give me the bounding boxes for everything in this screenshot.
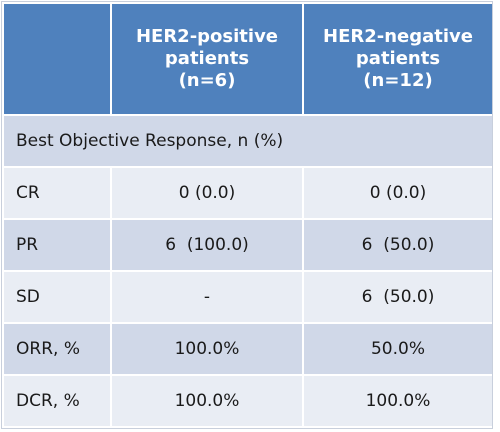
row-label: CR bbox=[2, 166, 112, 220]
row-label: SD bbox=[2, 270, 112, 324]
header-her2-positive-line3: (n=6) bbox=[178, 70, 236, 91]
cell-her2-positive: 100.0% bbox=[110, 322, 304, 376]
table-row-dcr: DCR, % 100.0% 100.0% bbox=[2, 374, 494, 428]
table-row-pr: PR 6 (100.0) 6 (50.0) bbox=[2, 218, 494, 272]
cell-her2-positive: 6 (100.0) bbox=[110, 218, 304, 272]
header-blank-cell bbox=[2, 2, 112, 116]
header-row: HER2-positive patients (n=6) HER2-negati… bbox=[2, 2, 494, 116]
section-row: Best Objective Response, n (%) bbox=[2, 114, 494, 168]
cell-her2-negative: 6 (50.0) bbox=[302, 270, 494, 324]
row-label: PR bbox=[2, 218, 112, 272]
cell-her2-negative: 6 (50.0) bbox=[302, 218, 494, 272]
row-label: DCR, % bbox=[2, 374, 112, 428]
cell-her2-positive: 100.0% bbox=[110, 374, 304, 428]
header-her2-negative: HER2-negative patients (n=12) bbox=[302, 2, 494, 116]
header-her2-negative-line3: (n=12) bbox=[363, 70, 433, 91]
table-row-sd: SD - 6 (50.0) bbox=[2, 270, 494, 324]
header-her2-positive: HER2-positive patients (n=6) bbox=[110, 2, 304, 116]
cell-her2-positive: - bbox=[110, 270, 304, 324]
cell-her2-negative: 100.0% bbox=[302, 374, 494, 428]
table-row-cr: CR 0 (0.0) 0 (0.0) bbox=[2, 166, 494, 220]
header-her2-negative-line1: HER2-negative bbox=[323, 26, 473, 47]
table-body: Best Objective Response, n (%) CR 0 (0.0… bbox=[2, 114, 494, 428]
header-her2-negative-line2: patients bbox=[355, 48, 441, 69]
section-title: Best Objective Response, n (%) bbox=[2, 114, 494, 168]
table-row-orr: ORR, % 100.0% 50.0% bbox=[2, 322, 494, 376]
row-label: ORR, % bbox=[2, 322, 112, 376]
header-her2-positive-line2: patients bbox=[164, 48, 250, 69]
header-her2-positive-line1: HER2-positive bbox=[135, 26, 279, 47]
response-table: HER2-positive patients (n=6) HER2-negati… bbox=[2, 2, 494, 428]
cell-her2-negative: 50.0% bbox=[302, 322, 494, 376]
table-header: HER2-positive patients (n=6) HER2-negati… bbox=[2, 2, 494, 116]
cell-her2-negative: 0 (0.0) bbox=[302, 166, 494, 220]
cell-her2-positive: 0 (0.0) bbox=[110, 166, 304, 220]
